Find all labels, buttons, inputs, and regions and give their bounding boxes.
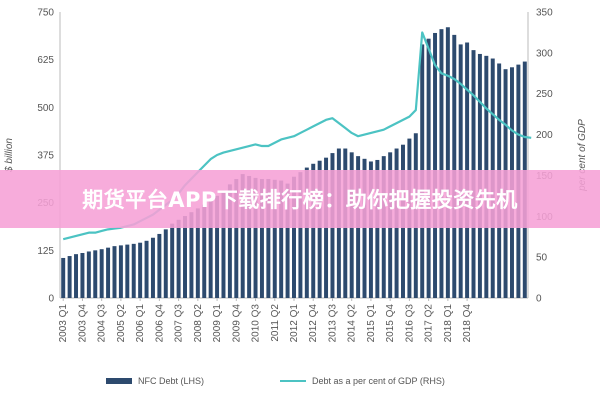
x-tick-label: 2014 Q2 (347, 304, 358, 343)
y-tick-right-label: 350 (536, 8, 553, 19)
x-tick-label: 2013 Q3 (327, 304, 338, 343)
bar (144, 240, 149, 298)
bar (240, 174, 245, 298)
bar (67, 256, 72, 298)
bar (195, 208, 200, 298)
x-tick-label: 2004 Q3 (97, 304, 108, 343)
x-tick-label: 2018 Q1 (443, 304, 454, 343)
x-tick-label: 2009 Q1 (212, 304, 223, 343)
bar (163, 229, 168, 298)
bar (208, 200, 213, 298)
y-axis-left-title: $ billion (4, 138, 15, 173)
promo-banner-text: 期货平台APP下载排行榜：助你把握投资先机 (82, 188, 518, 212)
bar (375, 159, 380, 298)
y-axis-left-ticks: 0125250375500625750 (37, 8, 54, 305)
x-tick-label: 2003 Q4 (77, 304, 88, 343)
x-tick-label: 2011 Q2 (270, 304, 281, 342)
bar (93, 250, 98, 298)
x-tick-label: 2006 Q4 (154, 304, 165, 343)
bar (157, 233, 162, 298)
bar (311, 163, 316, 298)
bar (259, 179, 264, 298)
x-tick-label: 2005 Q2 (116, 304, 127, 343)
bar (247, 175, 252, 298)
legend: NFC Debt (LHS) Debt as a per cent of GDP… (106, 376, 445, 386)
bar (317, 160, 322, 298)
x-tick-label: 2009 Q4 (231, 304, 242, 343)
bar (292, 176, 296, 298)
bar (266, 179, 271, 298)
bar (368, 161, 373, 298)
y-tick-right-label: 200 (536, 130, 553, 141)
bar (253, 177, 258, 298)
x-axis-ticks: 2003 Q1 2003 Q4 2004 Q3 2005 Q2 2006 Q1 2006 … (58, 298, 473, 342)
x-tick-label: 2008 Q2 (193, 304, 204, 343)
x-tick-label: 2012 Q4 (308, 304, 319, 343)
bar (439, 29, 444, 298)
bar (362, 158, 367, 298)
bar (118, 245, 123, 298)
promo-banner: 期货平台APP下载排行榜：助你把握投资先机 (0, 170, 600, 228)
bar (131, 243, 136, 298)
x-tick-label: 2006 Q1 (135, 304, 146, 343)
bar (150, 237, 155, 298)
bar (215, 195, 220, 298)
bar (176, 219, 181, 298)
x-tick-label: 2018 Q4 (462, 304, 473, 343)
x-tick-label: 2017 Q2 (424, 304, 435, 343)
bar (433, 32, 438, 298)
x-tick-label: 2003 Q1 (58, 304, 69, 343)
legend-label-line: Debt as a per cent of GDP (RHS) (312, 376, 445, 386)
y-axis-right-title: per cent of GDP (577, 119, 588, 192)
y-axis-right-ticks: 050100150200250300350 (536, 8, 553, 305)
bar (138, 242, 143, 298)
y-tick-right-label: 50 (536, 253, 548, 264)
bar (183, 216, 187, 298)
x-tick-label: 2015 Q4 (385, 304, 396, 343)
legend-swatch-bars (106, 378, 132, 384)
x-tick-label: 2015 Q1 (366, 304, 377, 343)
bar (445, 27, 450, 298)
bar (279, 180, 284, 298)
legend-label-bars: NFC Debt (LHS) (138, 376, 204, 386)
bar-series-nfc-debt (61, 27, 527, 299)
bar (452, 34, 457, 298)
bar (227, 184, 232, 298)
bar (426, 38, 431, 298)
y-tick-left-label: 625 (37, 55, 54, 66)
x-tick-label: 2007 Q3 (174, 304, 185, 343)
x-tick-label: 2016 Q3 (404, 304, 415, 343)
bar (80, 253, 85, 298)
bar (106, 247, 111, 298)
y-tick-right-label: 300 (536, 48, 553, 59)
y-tick-right-label: 0 (536, 294, 542, 305)
y-tick-left-label: 500 (37, 103, 54, 114)
bar (298, 172, 303, 298)
bar (285, 183, 290, 298)
x-tick-label: 2010 Q3 (251, 304, 262, 343)
bar (99, 249, 104, 298)
bar (125, 244, 130, 298)
x-tick-label: 2012 Q1 (289, 304, 300, 343)
bar (74, 254, 79, 298)
bar (86, 251, 91, 298)
y-tick-left-label: 375 (37, 151, 54, 162)
bar (61, 257, 66, 298)
bar (112, 246, 117, 298)
y-tick-left-label: 750 (37, 8, 54, 19)
bar (272, 179, 277, 298)
y-tick-right-label: 250 (536, 89, 553, 100)
bar (221, 190, 226, 298)
y-tick-left-label: 0 (48, 294, 54, 305)
bar (189, 212, 194, 298)
bar (170, 223, 175, 298)
bar (304, 167, 309, 298)
y-tick-left-label: 125 (37, 246, 54, 257)
bar (234, 179, 239, 298)
bar (202, 204, 207, 298)
